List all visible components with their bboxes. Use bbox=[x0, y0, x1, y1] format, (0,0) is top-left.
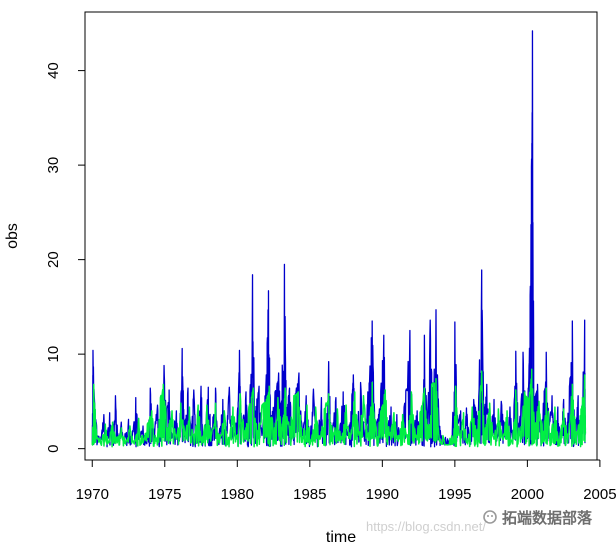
x-tick-label: 1995 bbox=[438, 486, 471, 503]
watermark-brand: 拓端数据部落 bbox=[502, 509, 593, 527]
y-tick-label: 10 bbox=[45, 346, 62, 363]
series-layer bbox=[91, 30, 587, 448]
x-axis-title: time bbox=[326, 529, 356, 546]
y-axis: 0 10 20 30 40 bbox=[45, 62, 86, 453]
x-axis: 1970 1975 1980 1985 1990 1995 2000 2005 bbox=[76, 459, 616, 503]
x-tick-label: 2000 bbox=[511, 486, 544, 503]
x-tick-label: 1975 bbox=[148, 486, 181, 503]
y-axis-title: obs bbox=[4, 223, 21, 249]
x-tick-label: 1970 bbox=[76, 486, 109, 503]
series-line-2 bbox=[91, 368, 587, 448]
x-tick-label: 2005 bbox=[583, 486, 616, 503]
y-tick-label: 0 bbox=[45, 444, 62, 452]
x-tick-label: 1985 bbox=[293, 486, 326, 503]
watermark-url: https://blog.csdn.net/ bbox=[366, 519, 486, 534]
y-tick-label: 20 bbox=[45, 251, 62, 268]
y-tick-label: 30 bbox=[45, 157, 62, 174]
x-tick-label: 1980 bbox=[221, 486, 254, 503]
x-tick-label: 1990 bbox=[366, 486, 399, 503]
watermark-logo-icon bbox=[483, 510, 497, 524]
y-tick-label: 40 bbox=[45, 62, 62, 79]
